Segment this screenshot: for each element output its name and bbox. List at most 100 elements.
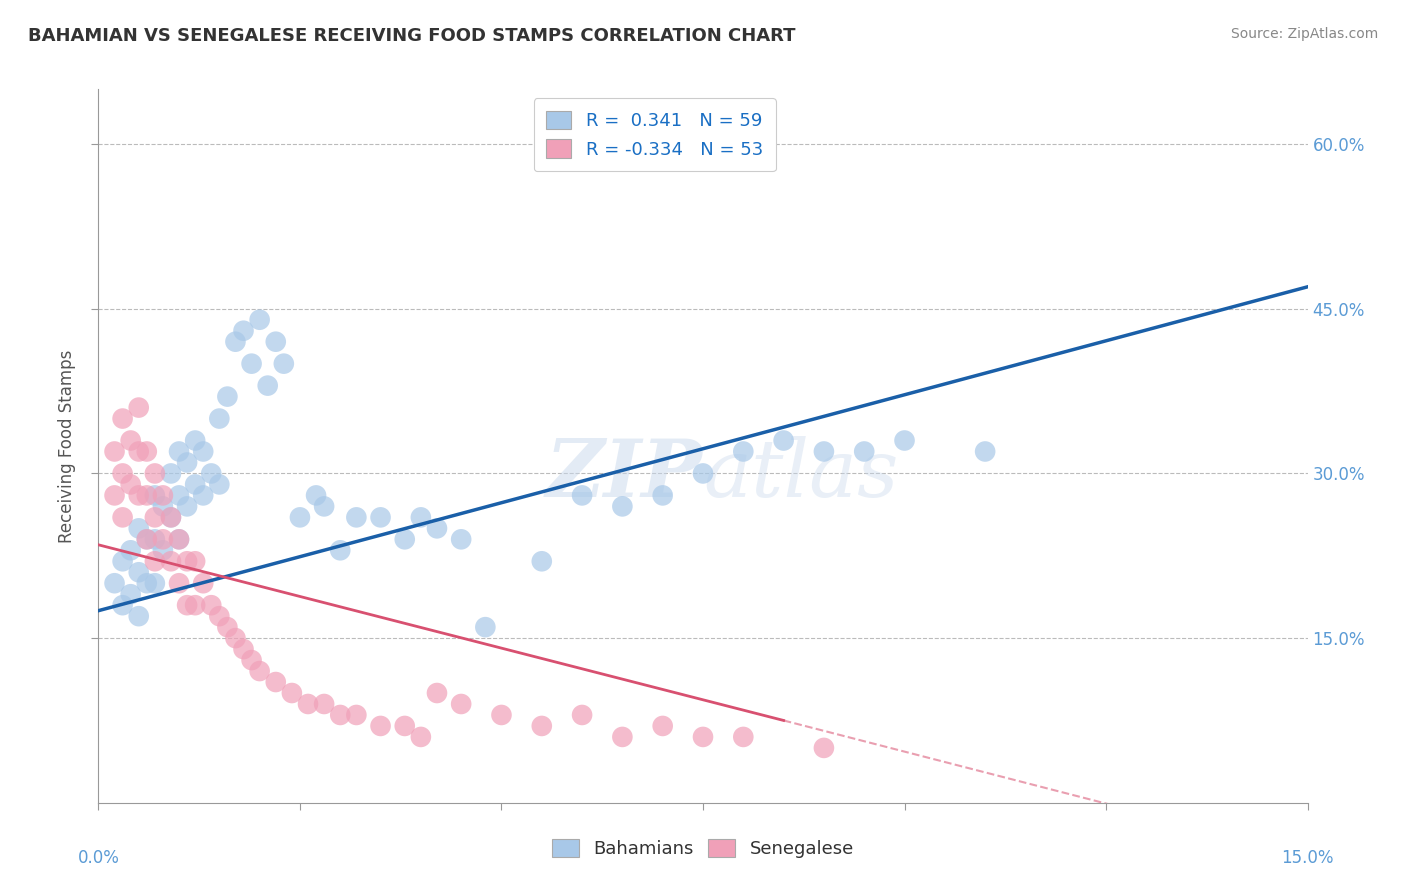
Point xyxy=(329,543,352,558)
Point xyxy=(612,730,634,744)
Point xyxy=(208,609,231,624)
Point xyxy=(143,554,166,568)
Point xyxy=(193,488,215,502)
Point xyxy=(143,576,166,591)
Point xyxy=(733,444,755,458)
Point xyxy=(450,533,472,547)
Point xyxy=(120,477,142,491)
Point xyxy=(135,444,157,458)
Point xyxy=(160,510,183,524)
Point xyxy=(208,411,231,425)
Text: 0.0%: 0.0% xyxy=(77,849,120,867)
Point xyxy=(314,697,336,711)
Point xyxy=(135,488,157,502)
Point xyxy=(111,467,134,481)
Point xyxy=(651,719,673,733)
Point xyxy=(111,510,134,524)
Point xyxy=(103,576,125,591)
Point xyxy=(491,708,513,723)
Point xyxy=(733,730,755,744)
Point xyxy=(184,434,207,448)
Point xyxy=(167,533,190,547)
Point xyxy=(344,510,367,524)
Point xyxy=(120,587,142,601)
Point xyxy=(571,708,593,723)
Text: BAHAMIAN VS SENEGALESE RECEIVING FOOD STAMPS CORRELATION CHART: BAHAMIAN VS SENEGALESE RECEIVING FOOD ST… xyxy=(28,27,796,45)
Point xyxy=(217,390,239,404)
Text: atlas: atlas xyxy=(703,436,898,513)
Point xyxy=(128,566,150,580)
Point xyxy=(176,554,198,568)
Point xyxy=(120,543,142,558)
Point xyxy=(772,434,794,448)
Point xyxy=(224,334,246,349)
Point xyxy=(394,533,416,547)
Point xyxy=(281,686,304,700)
Point xyxy=(288,510,311,524)
Text: Source: ZipAtlas.com: Source: ZipAtlas.com xyxy=(1230,27,1378,41)
Point xyxy=(103,488,125,502)
Point xyxy=(450,697,472,711)
Point xyxy=(240,653,263,667)
Point xyxy=(184,598,207,612)
Point xyxy=(167,576,190,591)
Point xyxy=(426,521,449,535)
Point xyxy=(344,708,367,723)
Point xyxy=(232,642,254,657)
Point xyxy=(103,444,125,458)
Point xyxy=(232,324,254,338)
Point xyxy=(208,477,231,491)
Point xyxy=(193,444,215,458)
Point xyxy=(176,500,198,514)
Point xyxy=(249,664,271,678)
Legend: Bahamians, Senegalese: Bahamians, Senegalese xyxy=(544,831,862,865)
Point xyxy=(974,444,997,458)
Point xyxy=(143,467,166,481)
Point xyxy=(152,533,174,547)
Point xyxy=(409,730,432,744)
Point xyxy=(128,488,150,502)
Point xyxy=(176,455,198,469)
Point xyxy=(474,620,496,634)
Point xyxy=(692,467,714,481)
Point xyxy=(370,510,392,524)
Point xyxy=(249,312,271,326)
Point xyxy=(160,554,183,568)
Point xyxy=(264,334,287,349)
Point xyxy=(200,467,222,481)
Point xyxy=(152,488,174,502)
Y-axis label: Receiving Food Stamps: Receiving Food Stamps xyxy=(58,350,76,542)
Point xyxy=(426,686,449,700)
Point xyxy=(305,488,328,502)
Point xyxy=(297,697,319,711)
Point xyxy=(692,730,714,744)
Point xyxy=(184,477,207,491)
Point xyxy=(329,708,352,723)
Point xyxy=(135,533,157,547)
Point xyxy=(200,598,222,612)
Point xyxy=(135,533,157,547)
Point xyxy=(193,576,215,591)
Point xyxy=(111,411,134,425)
Point xyxy=(111,598,134,612)
Point xyxy=(224,631,246,645)
Point xyxy=(394,719,416,733)
Point xyxy=(160,467,183,481)
Point xyxy=(167,444,190,458)
Point xyxy=(813,740,835,755)
Point xyxy=(530,554,553,568)
Point xyxy=(128,401,150,415)
Point xyxy=(135,576,157,591)
Point xyxy=(128,521,150,535)
Point xyxy=(651,488,673,502)
Point xyxy=(152,500,174,514)
Point xyxy=(612,500,634,514)
Point xyxy=(143,533,166,547)
Point xyxy=(813,444,835,458)
Point xyxy=(571,488,593,502)
Point xyxy=(853,444,876,458)
Point xyxy=(240,357,263,371)
Point xyxy=(128,609,150,624)
Text: 15.0%: 15.0% xyxy=(1281,849,1334,867)
Point xyxy=(143,488,166,502)
